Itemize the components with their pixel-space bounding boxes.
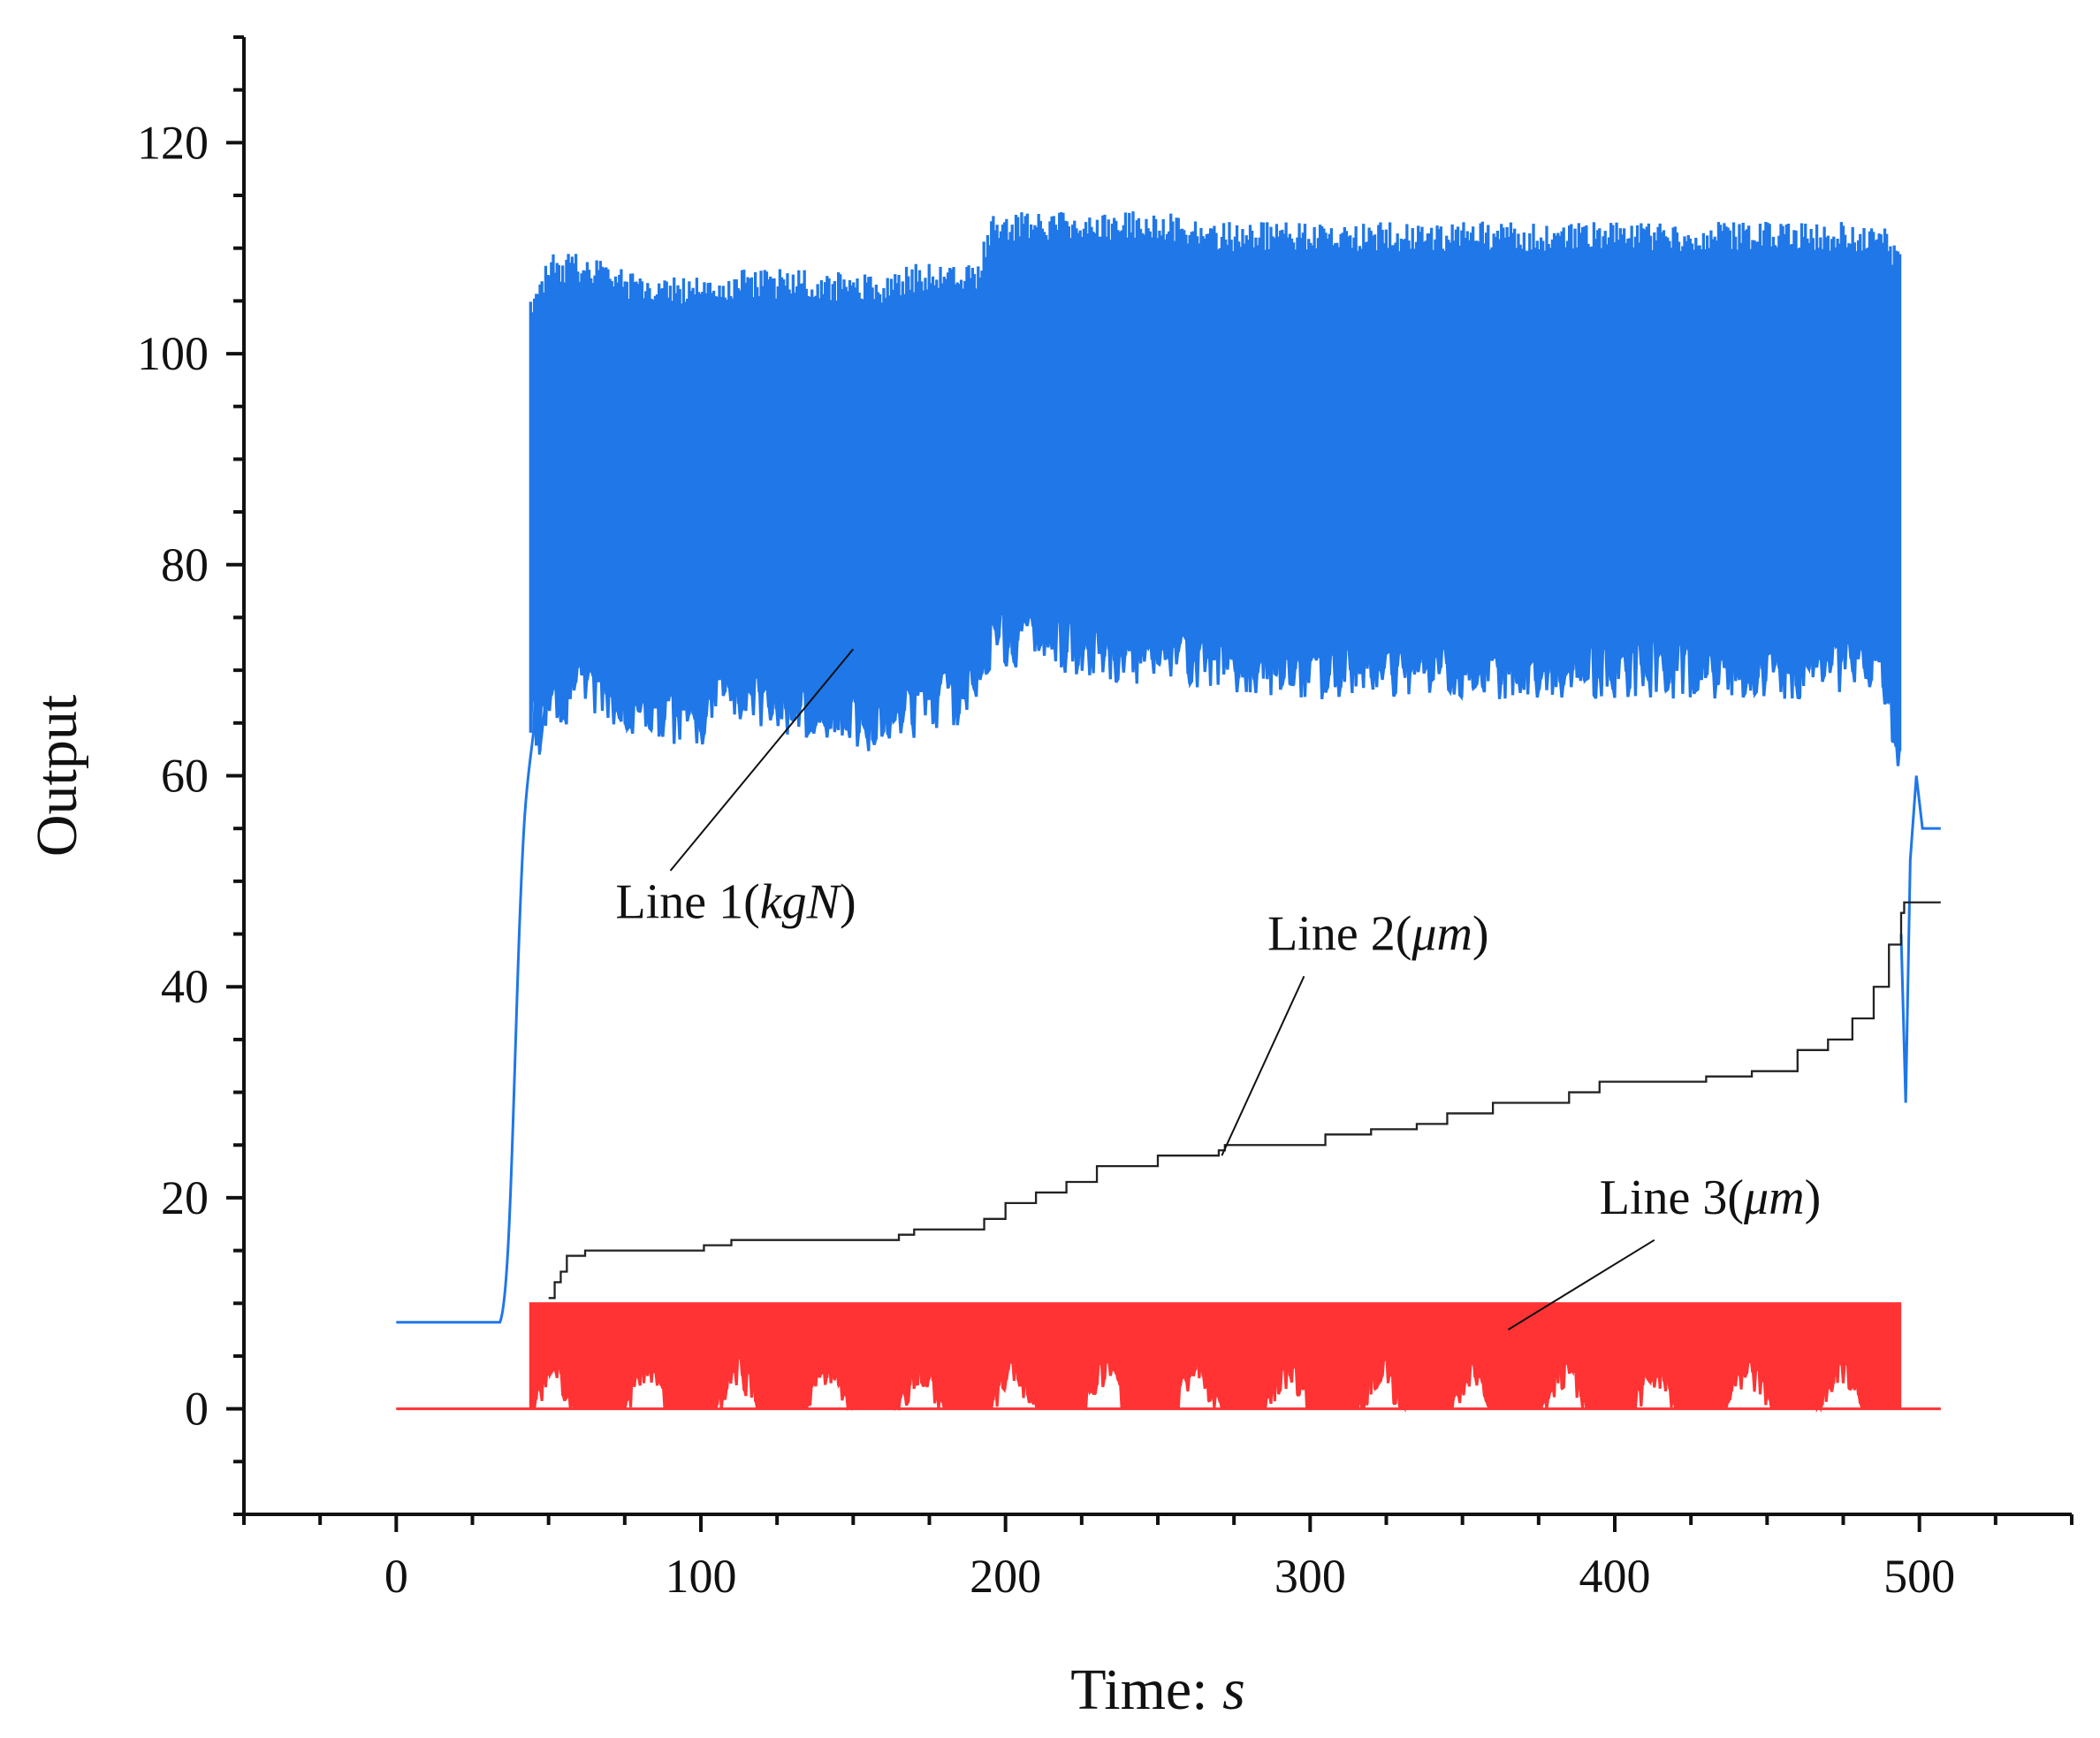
y-tick-label: 100 [137,327,209,380]
line1-startup-curve [396,670,547,1324]
x-tick-label: 500 [1883,1550,1955,1603]
x-tick-label: 300 [1274,1550,1346,1603]
line1-label-prefix: Line 1( [615,875,759,930]
line2-label-suffix: ) [1472,906,1489,961]
line3-label-unit: μm [1743,1170,1805,1225]
y-axis-title: Output [25,695,89,857]
y-tick-label: 60 [161,750,209,803]
x-axis-title-prefix: Time: [1070,1658,1222,1722]
x-tick-label: 400 [1579,1550,1651,1603]
y-tick-label: 0 [185,1383,209,1436]
line1-label-unit: kgN [760,875,842,930]
x-tick-label: 100 [666,1550,737,1603]
annotation-layer: Line 1(kgN) Line 2(μm) Line 3(μm) [615,648,1821,1330]
y-tick-label: 20 [161,1171,209,1224]
line3-label-prefix: Line 3( [1600,1170,1744,1225]
line2-label-unit: μm [1411,906,1472,961]
line2-annotation-leader [1221,975,1305,1156]
x-tick-label: 0 [384,1550,408,1603]
line2-label: Line 2(μm) [1267,906,1489,961]
line1-tail [1899,775,1941,1103]
line3-label: Line 3(μm) [1600,1170,1821,1225]
y-tick-label: 80 [161,538,209,591]
line1-series [529,211,1902,766]
axis-layer: 0 100 200 300 400 500 0 20 40 60 80 100 120 [137,35,2073,1603]
line1-label-suffix: ) [840,875,856,930]
x-axis-title-unit: s [1222,1658,1245,1722]
y-tick-label: 40 [161,960,209,1013]
x-tick-label: 200 [970,1550,1041,1603]
y-tick-label: 120 [137,116,209,169]
line3-series [396,1302,1941,1414]
line2-label-prefix: Line 2( [1267,906,1411,961]
line1-annotation-leader [669,648,855,872]
line3-annotation-leader [1507,1239,1655,1330]
line3-label-suffix: ) [1805,1170,1822,1225]
line1-label: Line 1(kgN) [615,875,856,930]
x-axis-title: Time: s [1070,1658,1245,1722]
